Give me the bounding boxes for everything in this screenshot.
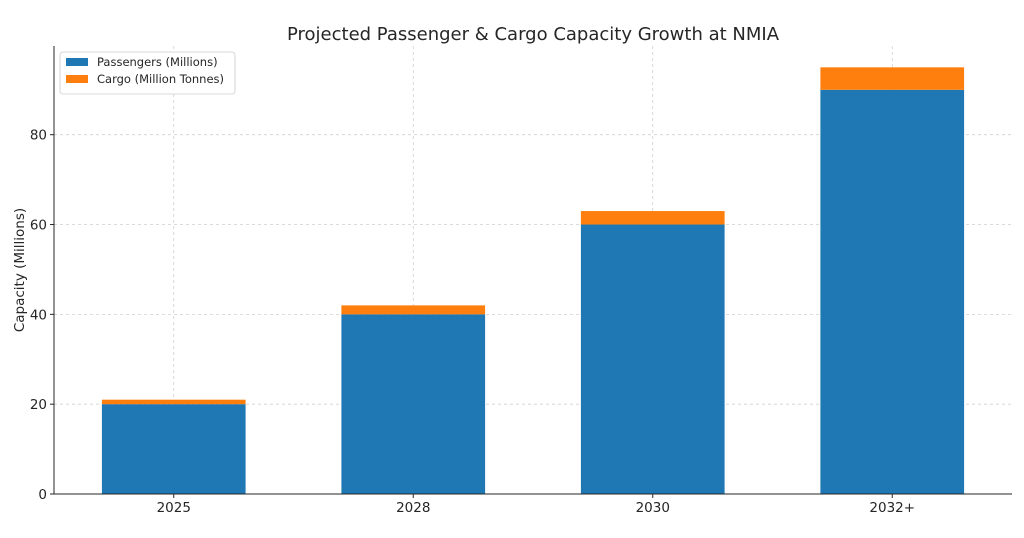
- y-tick-label: 0: [38, 487, 47, 503]
- y-tick-label: 40: [30, 307, 47, 323]
- legend-swatch: [66, 75, 88, 83]
- bar-passengers-2032plus: [820, 89, 965, 494]
- legend-box: [59, 51, 236, 95]
- bar-passengers-2028: [341, 314, 486, 494]
- tick-labels: 0 20 40 60 80 2025 2028 2030 2032+: [30, 128, 915, 516]
- chart-title: Projected Passenger & Cargo Capacity Gro…: [287, 24, 780, 45]
- y-tick-label: 20: [30, 397, 47, 413]
- bar-passengers-2025: [101, 404, 246, 494]
- bar-cargo-2028: [341, 305, 486, 315]
- x-tick-label: 2028: [396, 500, 430, 516]
- bar-passengers-2030: [580, 224, 725, 495]
- y-tick-label: 60: [30, 218, 47, 234]
- axes: [53, 46, 1012, 495]
- x-tick-label: 2025: [157, 500, 191, 516]
- bar-cargo-2032plus: [820, 67, 965, 90]
- bar-cargo-2030: [580, 211, 725, 225]
- legend-swatch: [66, 58, 88, 66]
- bars: [101, 67, 965, 495]
- y-tick-label: 80: [30, 128, 47, 144]
- x-tick-label: 2032+: [869, 500, 915, 516]
- y-axis-label: Capacity (Millions): [12, 208, 28, 332]
- x-tick-label: 2030: [636, 500, 670, 516]
- bar-cargo-2025: [101, 399, 246, 405]
- legend: Passengers (Millions) Cargo (Million Tonn…: [59, 51, 236, 95]
- legend-label: Passengers (Millions): [97, 55, 218, 69]
- legend-label: Cargo (Million Tonnes): [97, 72, 224, 86]
